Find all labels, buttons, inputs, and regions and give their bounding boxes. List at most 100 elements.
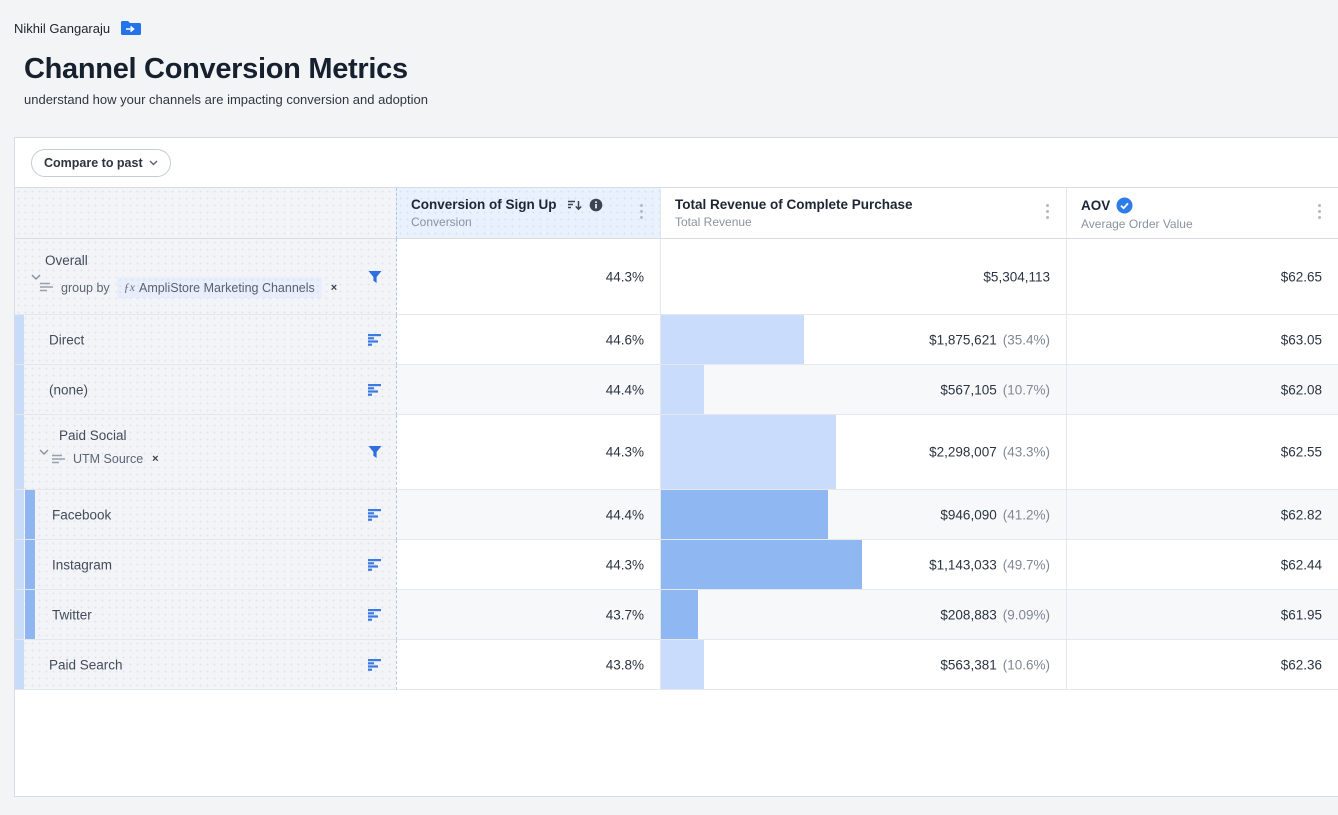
row-label-cell-none[interactable]: (none) (15, 365, 396, 415)
conversion-menu-icon[interactable] (640, 204, 644, 219)
row-label-cell-facebook[interactable]: Facebook (15, 490, 396, 540)
revenue-column-title: Total Revenue of Complete Purchase (675, 197, 913, 212)
cell-aov[interactable]: $62.08 (1066, 365, 1338, 415)
collapse-chevron-icon[interactable] (39, 449, 49, 456)
verified-badge-icon (1116, 197, 1133, 214)
group-by-icon (40, 282, 53, 292)
revenue-value: $563,381 (940, 657, 997, 672)
cell-conversion[interactable]: 44.6% (396, 315, 660, 365)
cell-revenue[interactable]: $563,381 (10.6%) (660, 640, 1066, 690)
chip-label[interactable]: UTM Source (73, 452, 144, 466)
info-icon[interactable] (589, 198, 603, 212)
revenue-menu-icon[interactable] (1046, 204, 1050, 219)
page-subtitle: understand how your channels are impacti… (24, 92, 428, 107)
aov-menu-icon[interactable] (1318, 204, 1322, 219)
cell-aov[interactable]: $62.36 (1066, 640, 1338, 690)
remove-groupby-icon[interactable]: × (330, 281, 338, 294)
conversion-value: 44.3% (605, 269, 644, 284)
filter-icon[interactable] (368, 270, 382, 283)
subgroup-color-strip (25, 490, 35, 539)
row-label: Overall (45, 253, 88, 268)
aov-column-title: AOV (1081, 198, 1111, 213)
revenue-bar (661, 365, 705, 414)
revenue-percent: (10.6%) (1002, 657, 1050, 672)
cell-conversion[interactable]: 44.3% (396, 239, 660, 315)
cell-aov[interactable]: $62.44 (1066, 540, 1338, 590)
cell-conversion[interactable]: 44.4% (396, 365, 660, 415)
row-label-cell-paid-social[interactable]: Paid Social UTM Source × (15, 415, 396, 490)
move-to-folder-icon[interactable] (120, 20, 142, 36)
cell-conversion[interactable]: 43.7% (396, 590, 660, 640)
cell-revenue[interactable]: $5,304,113 (660, 239, 1066, 315)
aov-value: $62.55 (1280, 444, 1322, 460)
compare-to-past-button[interactable]: Compare to past (31, 148, 171, 177)
conversion-value: 43.8% (605, 657, 644, 672)
table-row: Paid Social UTM Source × 44.3% $2,298,00… (15, 415, 1338, 490)
table-row: (none) 44.4% $567,105 (10.7%) $62.08 (15, 365, 1338, 415)
row-label-cell-twitter[interactable]: Twitter (15, 590, 396, 640)
sort-icon[interactable] (567, 198, 583, 212)
revenue-percent: (10.7%) (1002, 382, 1050, 397)
row-label: Instagram (52, 557, 113, 572)
breakdown-bars-icon[interactable] (368, 658, 382, 671)
toolbar: Compare to past (15, 138, 1338, 188)
aov-value: $63.05 (1280, 332, 1322, 347)
row-label-cell-overall[interactable]: Overall group by ƒx AmpliStore Marketing… (15, 239, 396, 315)
table-row: Overall group by ƒx AmpliStore Marketing… (15, 239, 1338, 315)
cell-aov[interactable]: $62.65 (1066, 239, 1338, 315)
report-panel: Compare to past Conversion of Sign Up C (14, 137, 1338, 797)
cell-revenue[interactable]: $946,090 (41.2%) (660, 490, 1066, 540)
revenue-value: $1,875,621 (929, 332, 997, 347)
row-label-cell-paid-search[interactable]: Paid Search (15, 640, 396, 690)
row-label-cell-instagram[interactable]: Instagram (15, 540, 396, 590)
table-row: Paid Search 43.8% $563,381 (10.6%) $62.36 (15, 640, 1338, 690)
cell-conversion[interactable]: 44.3% (396, 415, 660, 490)
group-by-label: group by (61, 280, 110, 295)
header-aov[interactable]: AOV Average Order Value (1066, 188, 1338, 239)
breakdown-bars-icon[interactable] (368, 508, 382, 521)
group-by-icon (52, 454, 65, 463)
cell-conversion[interactable]: 43.8% (396, 640, 660, 690)
row-label: Paid Social (59, 428, 127, 443)
cell-conversion[interactable]: 44.4% (396, 490, 660, 540)
row-label-cell-direct[interactable]: Direct (15, 315, 396, 365)
cell-aov[interactable]: $63.05 (1066, 315, 1338, 365)
header-label-cell (15, 188, 396, 239)
aov-value: $62.44 (1280, 557, 1322, 572)
revenue-bar (661, 415, 837, 489)
cell-revenue[interactable]: $567,105 (10.7%) (660, 365, 1066, 415)
breakdown-bars-icon[interactable] (368, 608, 382, 621)
breakdown-bars-icon[interactable] (368, 333, 382, 346)
page-title: Channel Conversion Metrics (24, 53, 408, 85)
groupby-property-chip[interactable]: ƒx AmpliStore Marketing Channels (116, 277, 322, 298)
row-label: Facebook (52, 507, 112, 522)
aov-value: $62.08 (1280, 382, 1322, 397)
header-revenue[interactable]: Total Revenue of Complete Purchase Total… (660, 188, 1066, 239)
group-color-strip (15, 415, 24, 489)
conversion-value: 43.7% (605, 607, 644, 622)
collapse-chevron-icon[interactable] (31, 273, 41, 280)
subgroup-color-strip (25, 590, 35, 639)
cell-revenue[interactable]: $2,298,007 (43.3%) (660, 415, 1066, 490)
table-row: Twitter 43.7% $208,883 (9.09%) $61.95 (15, 590, 1338, 640)
cell-revenue[interactable]: $208,883 (9.09%) (660, 590, 1066, 640)
group-color-strip (15, 540, 24, 589)
remove-groupby-icon[interactable]: × (152, 453, 159, 465)
breakdown-bars-icon[interactable] (368, 383, 382, 396)
row-label: Direct (49, 332, 85, 347)
revenue-value: $208,883 (940, 607, 997, 622)
cell-conversion[interactable]: 44.3% (396, 540, 660, 590)
filter-icon[interactable] (368, 446, 382, 459)
cell-revenue[interactable]: $1,875,621 (35.4%) (660, 315, 1066, 365)
breakdown-bars-icon[interactable] (368, 558, 382, 571)
header-conversion[interactable]: Conversion of Sign Up Conversion (396, 188, 660, 239)
cell-aov[interactable]: $62.82 (1066, 490, 1338, 540)
revenue-value: $2,298,007 (929, 444, 997, 460)
cell-aov[interactable]: $62.55 (1066, 415, 1338, 490)
row-label: (none) (49, 382, 89, 397)
table-header-row: Conversion of Sign Up Conversion Total R… (15, 188, 1338, 239)
cell-revenue[interactable]: $1,143,033 (49.7%) (660, 540, 1066, 590)
revenue-column-subtitle: Total Revenue (675, 215, 752, 229)
cell-aov[interactable]: $61.95 (1066, 590, 1338, 640)
breadcrumb[interactable]: Nikhil Gangaraju (14, 20, 111, 36)
